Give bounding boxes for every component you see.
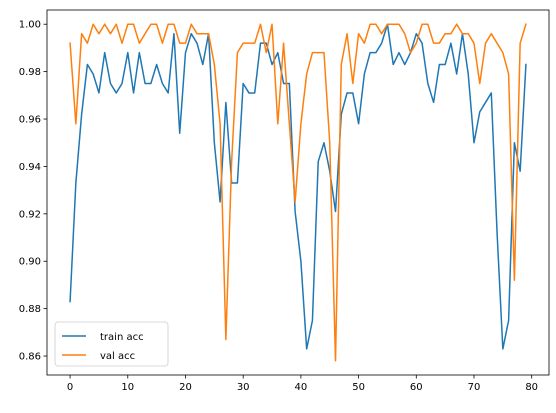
y-tick-label: 0.96 xyxy=(19,115,41,126)
y-tick-label: 0.86 xyxy=(19,352,41,363)
x-tick-label: 0 xyxy=(67,382,73,393)
y-tick-label: 1.00 xyxy=(19,20,41,31)
x-axis: 0 10 20 30 40 50 60 70 80 xyxy=(67,375,538,393)
series-layer xyxy=(69,23,527,362)
y-tick-label: 0.88 xyxy=(19,304,41,315)
y-tick-label: 0.92 xyxy=(19,209,41,220)
y-tick-label: 0.90 xyxy=(19,257,41,268)
legend-label-train-acc: train acc xyxy=(100,332,144,343)
x-tick-label: 70 xyxy=(468,382,481,393)
x-tick-label: 30 xyxy=(237,382,250,393)
x-tick-label: 40 xyxy=(295,382,308,393)
x-tick-label: 10 xyxy=(121,382,134,393)
legend-label-val-acc: val acc xyxy=(100,351,135,362)
y-tick-label: 0.94 xyxy=(19,162,41,173)
y-tick-label: 0.98 xyxy=(19,67,41,78)
x-tick-label: 20 xyxy=(179,382,192,393)
legend: train acc val acc xyxy=(54,321,169,367)
x-tick-label: 60 xyxy=(410,382,423,393)
y-axis: 0.86 0.88 0.90 0.92 0.94 0.96 0.98 1.00 xyxy=(19,20,47,363)
x-tick-label: 80 xyxy=(525,382,538,393)
x-tick-label: 50 xyxy=(352,382,365,393)
series-line-train-acc xyxy=(69,23,527,350)
series-line-val-acc xyxy=(69,23,527,362)
plot-frame xyxy=(46,9,550,376)
